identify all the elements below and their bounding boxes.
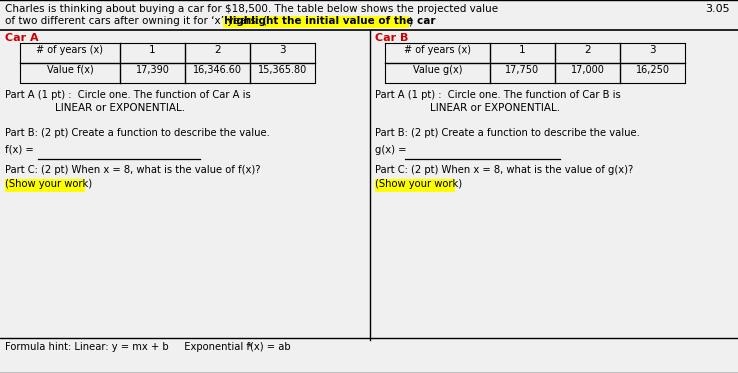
Bar (5, 179, 85, 192)
Text: Formula hint: Linear: y = mx + b     Exponential f(x) = ab: Formula hint: Linear: y = mx + b Exponen… (5, 342, 291, 352)
Text: 17,000: 17,000 (570, 65, 604, 75)
Text: 2: 2 (584, 45, 591, 55)
Text: f(x) =: f(x) = (5, 145, 37, 155)
Text: Highlight the initial value of the car: Highlight the initial value of the car (224, 16, 435, 26)
Text: 1: 1 (520, 45, 525, 55)
Text: x: x (247, 342, 252, 348)
Text: (Show your work): (Show your work) (375, 179, 462, 189)
Text: # of years (x): # of years (x) (404, 45, 471, 55)
Text: Charles is thinking about buying a car for $18,500. The table below shows the pr: Charles is thinking about buying a car f… (5, 4, 498, 14)
Text: 1: 1 (149, 45, 156, 55)
Text: Car B: Car B (375, 33, 408, 43)
Bar (375, 179, 455, 192)
Text: Value g(x): Value g(x) (413, 65, 462, 75)
Text: # of years (x): # of years (x) (36, 45, 103, 55)
Text: (Show your work): (Show your work) (5, 179, 92, 189)
Text: Part B: (2 pt) Create a function to describe the value.: Part B: (2 pt) Create a function to desc… (5, 128, 270, 138)
Text: Value f(x): Value f(x) (46, 65, 94, 75)
Text: Part A (1 pt) :  Circle one. The function of Car B is: Part A (1 pt) : Circle one. The function… (375, 90, 621, 100)
Text: 2: 2 (214, 45, 221, 55)
Text: Part C: (2 pt) When x = 8, what is the value of f(x)?: Part C: (2 pt) When x = 8, what is the v… (5, 165, 261, 175)
Text: 3: 3 (649, 45, 656, 55)
Text: Part A (1 pt) :  Circle one. The function of Car A is: Part A (1 pt) : Circle one. The function… (5, 90, 251, 100)
Text: 16,250: 16,250 (635, 65, 669, 75)
Bar (223, 16, 409, 28)
Text: 17,750: 17,750 (506, 65, 539, 75)
Text: LINEAR or EXPONENTIAL.: LINEAR or EXPONENTIAL. (430, 103, 560, 113)
Text: 15,365.80: 15,365.80 (258, 65, 307, 75)
Text: ): ) (408, 16, 412, 26)
Text: LINEAR or EXPONENTIAL.: LINEAR or EXPONENTIAL. (55, 103, 185, 113)
Text: 3.05: 3.05 (706, 4, 730, 14)
Text: g(x) =: g(x) = (375, 145, 410, 155)
Text: 16,346.60: 16,346.60 (193, 65, 242, 75)
Text: of two different cars after owning it for ‘x’ years: (: of two different cars after owning it fo… (5, 16, 267, 26)
Text: Part B: (2 pt) Create a function to describe the value.: Part B: (2 pt) Create a function to desc… (375, 128, 640, 138)
Text: Part C: (2 pt) When x = 8, what is the value of g(x)?: Part C: (2 pt) When x = 8, what is the v… (375, 165, 633, 175)
Text: Car A: Car A (5, 33, 38, 43)
Text: 3: 3 (279, 45, 286, 55)
Text: 17,390: 17,390 (136, 65, 170, 75)
